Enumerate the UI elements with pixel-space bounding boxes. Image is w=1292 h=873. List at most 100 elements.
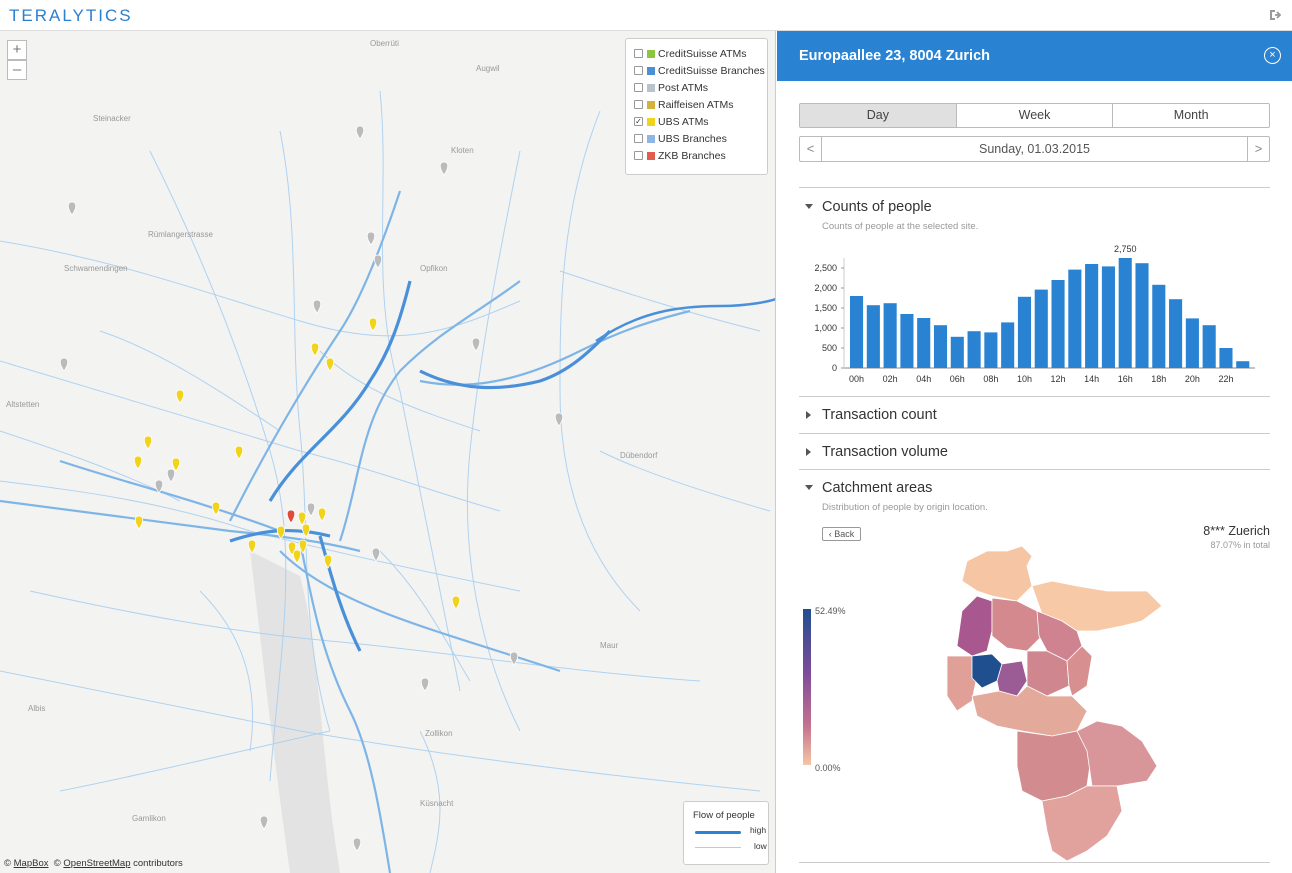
prev-date-button[interactable]: < xyxy=(800,137,822,161)
map-marker-icon xyxy=(312,299,322,314)
layer-checkbox[interactable] xyxy=(634,100,643,109)
map-marker-icon xyxy=(175,389,185,404)
catchment-choropleth-map[interactable] xyxy=(777,536,1292,866)
map-marker-icon xyxy=(297,511,307,526)
y-tick-label: 2,500 xyxy=(814,263,837,273)
bar-10h xyxy=(1017,296,1032,368)
region-se xyxy=(1076,720,1158,787)
map-marker-icon xyxy=(301,523,311,538)
caret-down-icon xyxy=(805,485,813,490)
counts-section-toggle[interactable]: Counts of people xyxy=(799,199,1270,215)
map-marker-icon xyxy=(259,815,269,830)
map-marker-icon xyxy=(306,502,316,517)
app-logo[interactable]: TERALYTICS xyxy=(9,6,133,25)
legend-item[interactable]: Raiffeisen ATMs xyxy=(634,96,767,113)
y-tick-label: 2,000 xyxy=(814,283,837,293)
legend-item[interactable]: ✓ UBS ATMs xyxy=(634,113,767,130)
tab-week[interactable]: Week xyxy=(957,104,1114,127)
legend-item[interactable]: CreditSuisse ATMs xyxy=(634,45,767,62)
attribution-suffix: contributors xyxy=(133,858,183,869)
counts-section-title: Counts of people xyxy=(822,199,932,215)
legend-item[interactable]: CreditSuisse Branches xyxy=(634,62,767,79)
map-marker-icon xyxy=(355,125,365,140)
bar-07h xyxy=(967,331,981,368)
legend-item-label: Post ATMs xyxy=(658,81,708,94)
current-date: Sunday, 01.03.2015 xyxy=(979,142,1090,156)
section-catchment: Catchment areas Distribution of people b… xyxy=(799,469,1270,513)
map-view[interactable]: Oberrüti Augwil Steinacker Kloten Rümlanger… xyxy=(0,31,776,873)
map-marker-icon xyxy=(286,509,296,524)
region-nw xyxy=(956,595,993,657)
layer-checkbox[interactable] xyxy=(634,151,643,160)
tab-month[interactable]: Month xyxy=(1173,108,1209,122)
map-marker-icon xyxy=(317,507,327,522)
map-marker-icon xyxy=(420,677,430,692)
osm-link[interactable]: OpenStreetMap xyxy=(63,858,131,869)
transaction-volume-toggle[interactable]: Transaction volume xyxy=(799,444,1270,460)
close-icon[interactable]: × xyxy=(1264,47,1281,64)
zoom-out-button[interactable]: – xyxy=(7,60,27,80)
flow-low-label: low xyxy=(754,841,767,851)
bar-23h xyxy=(1236,361,1250,368)
layer-checkbox[interactable] xyxy=(634,134,643,143)
bar-20h xyxy=(1185,318,1199,368)
x-tick-label: 10h xyxy=(1017,374,1032,384)
catchment-zone-name: 8*** Zuerich xyxy=(1203,524,1270,538)
transaction-count-toggle[interactable]: Transaction count xyxy=(799,407,1270,423)
bar-06h xyxy=(950,336,964,368)
map-marker-icon xyxy=(234,445,244,460)
svg-text:Altstetten: Altstetten xyxy=(6,400,39,409)
x-tick-label: 16h xyxy=(1118,374,1133,384)
legend-item[interactable]: ZKB Branches xyxy=(634,147,767,164)
svg-text:Maur: Maur xyxy=(600,641,619,650)
x-tick-label: 08h xyxy=(983,374,998,384)
tab-day[interactable]: Day xyxy=(800,104,957,127)
flow-legend-title: Flow of people xyxy=(693,810,755,821)
map-layer-legend: CreditSuisse ATMs CreditSuisse Branches Po… xyxy=(625,38,768,175)
map-marker-icon xyxy=(292,549,302,564)
bar-11h xyxy=(1034,289,1048,368)
top-bar: TERALYTICS xyxy=(0,0,1292,31)
layer-checkbox[interactable]: ✓ xyxy=(634,117,643,126)
catchment-toggle[interactable]: Catchment areas xyxy=(799,480,1270,496)
bar-12h xyxy=(1051,280,1065,368)
catchment-title: Catchment areas xyxy=(822,480,933,496)
copyright-symbol: © xyxy=(4,858,11,869)
bar-05h xyxy=(933,325,948,368)
layer-color-swatch xyxy=(647,83,655,92)
layer-checkbox[interactable] xyxy=(634,49,643,58)
peak-data-label: 2,750 xyxy=(1114,244,1137,254)
map-marker-icon xyxy=(368,317,378,332)
region-e xyxy=(1066,645,1093,697)
legend-item-label: CreditSuisse ATMs xyxy=(658,47,747,60)
legend-item-label: CreditSuisse Branches xyxy=(658,64,765,77)
mapbox-link[interactable]: MapBox xyxy=(13,858,49,869)
section-transaction-volume: Transaction volume xyxy=(799,433,1270,460)
y-tick-label: 1,500 xyxy=(814,303,837,313)
map-marker-icon xyxy=(352,837,362,852)
caret-down-icon xyxy=(805,204,813,209)
map-marker-icon xyxy=(471,337,481,352)
map-marker-icon xyxy=(451,595,461,610)
layer-checkbox[interactable] xyxy=(634,66,643,75)
bar-17h xyxy=(1135,263,1149,368)
legend-item[interactable]: UBS Branches xyxy=(634,130,767,147)
legend-item[interactable]: Post ATMs xyxy=(634,79,767,96)
svg-text:Augwil: Augwil xyxy=(476,64,500,73)
x-tick-label: 14h xyxy=(1084,374,1099,384)
map-marker-icon xyxy=(554,412,564,427)
region-s3 xyxy=(1041,785,1123,862)
next-date-button[interactable]: > xyxy=(1247,137,1269,161)
bar-08h xyxy=(984,332,998,368)
layer-color-swatch xyxy=(647,100,655,109)
map-marker-icon xyxy=(59,357,69,372)
layer-checkbox[interactable] xyxy=(634,83,643,92)
zoom-in-button[interactable]: + xyxy=(7,40,27,60)
svg-text:Opfikon: Opfikon xyxy=(420,264,448,273)
logout-icon[interactable] xyxy=(1268,8,1282,22)
copyright-symbol-2: © xyxy=(53,858,61,869)
bar-14h xyxy=(1085,264,1099,368)
bar-13h xyxy=(1068,269,1082,368)
back-button[interactable]: ‹ Back xyxy=(822,527,861,541)
map-marker-icon xyxy=(371,547,381,562)
